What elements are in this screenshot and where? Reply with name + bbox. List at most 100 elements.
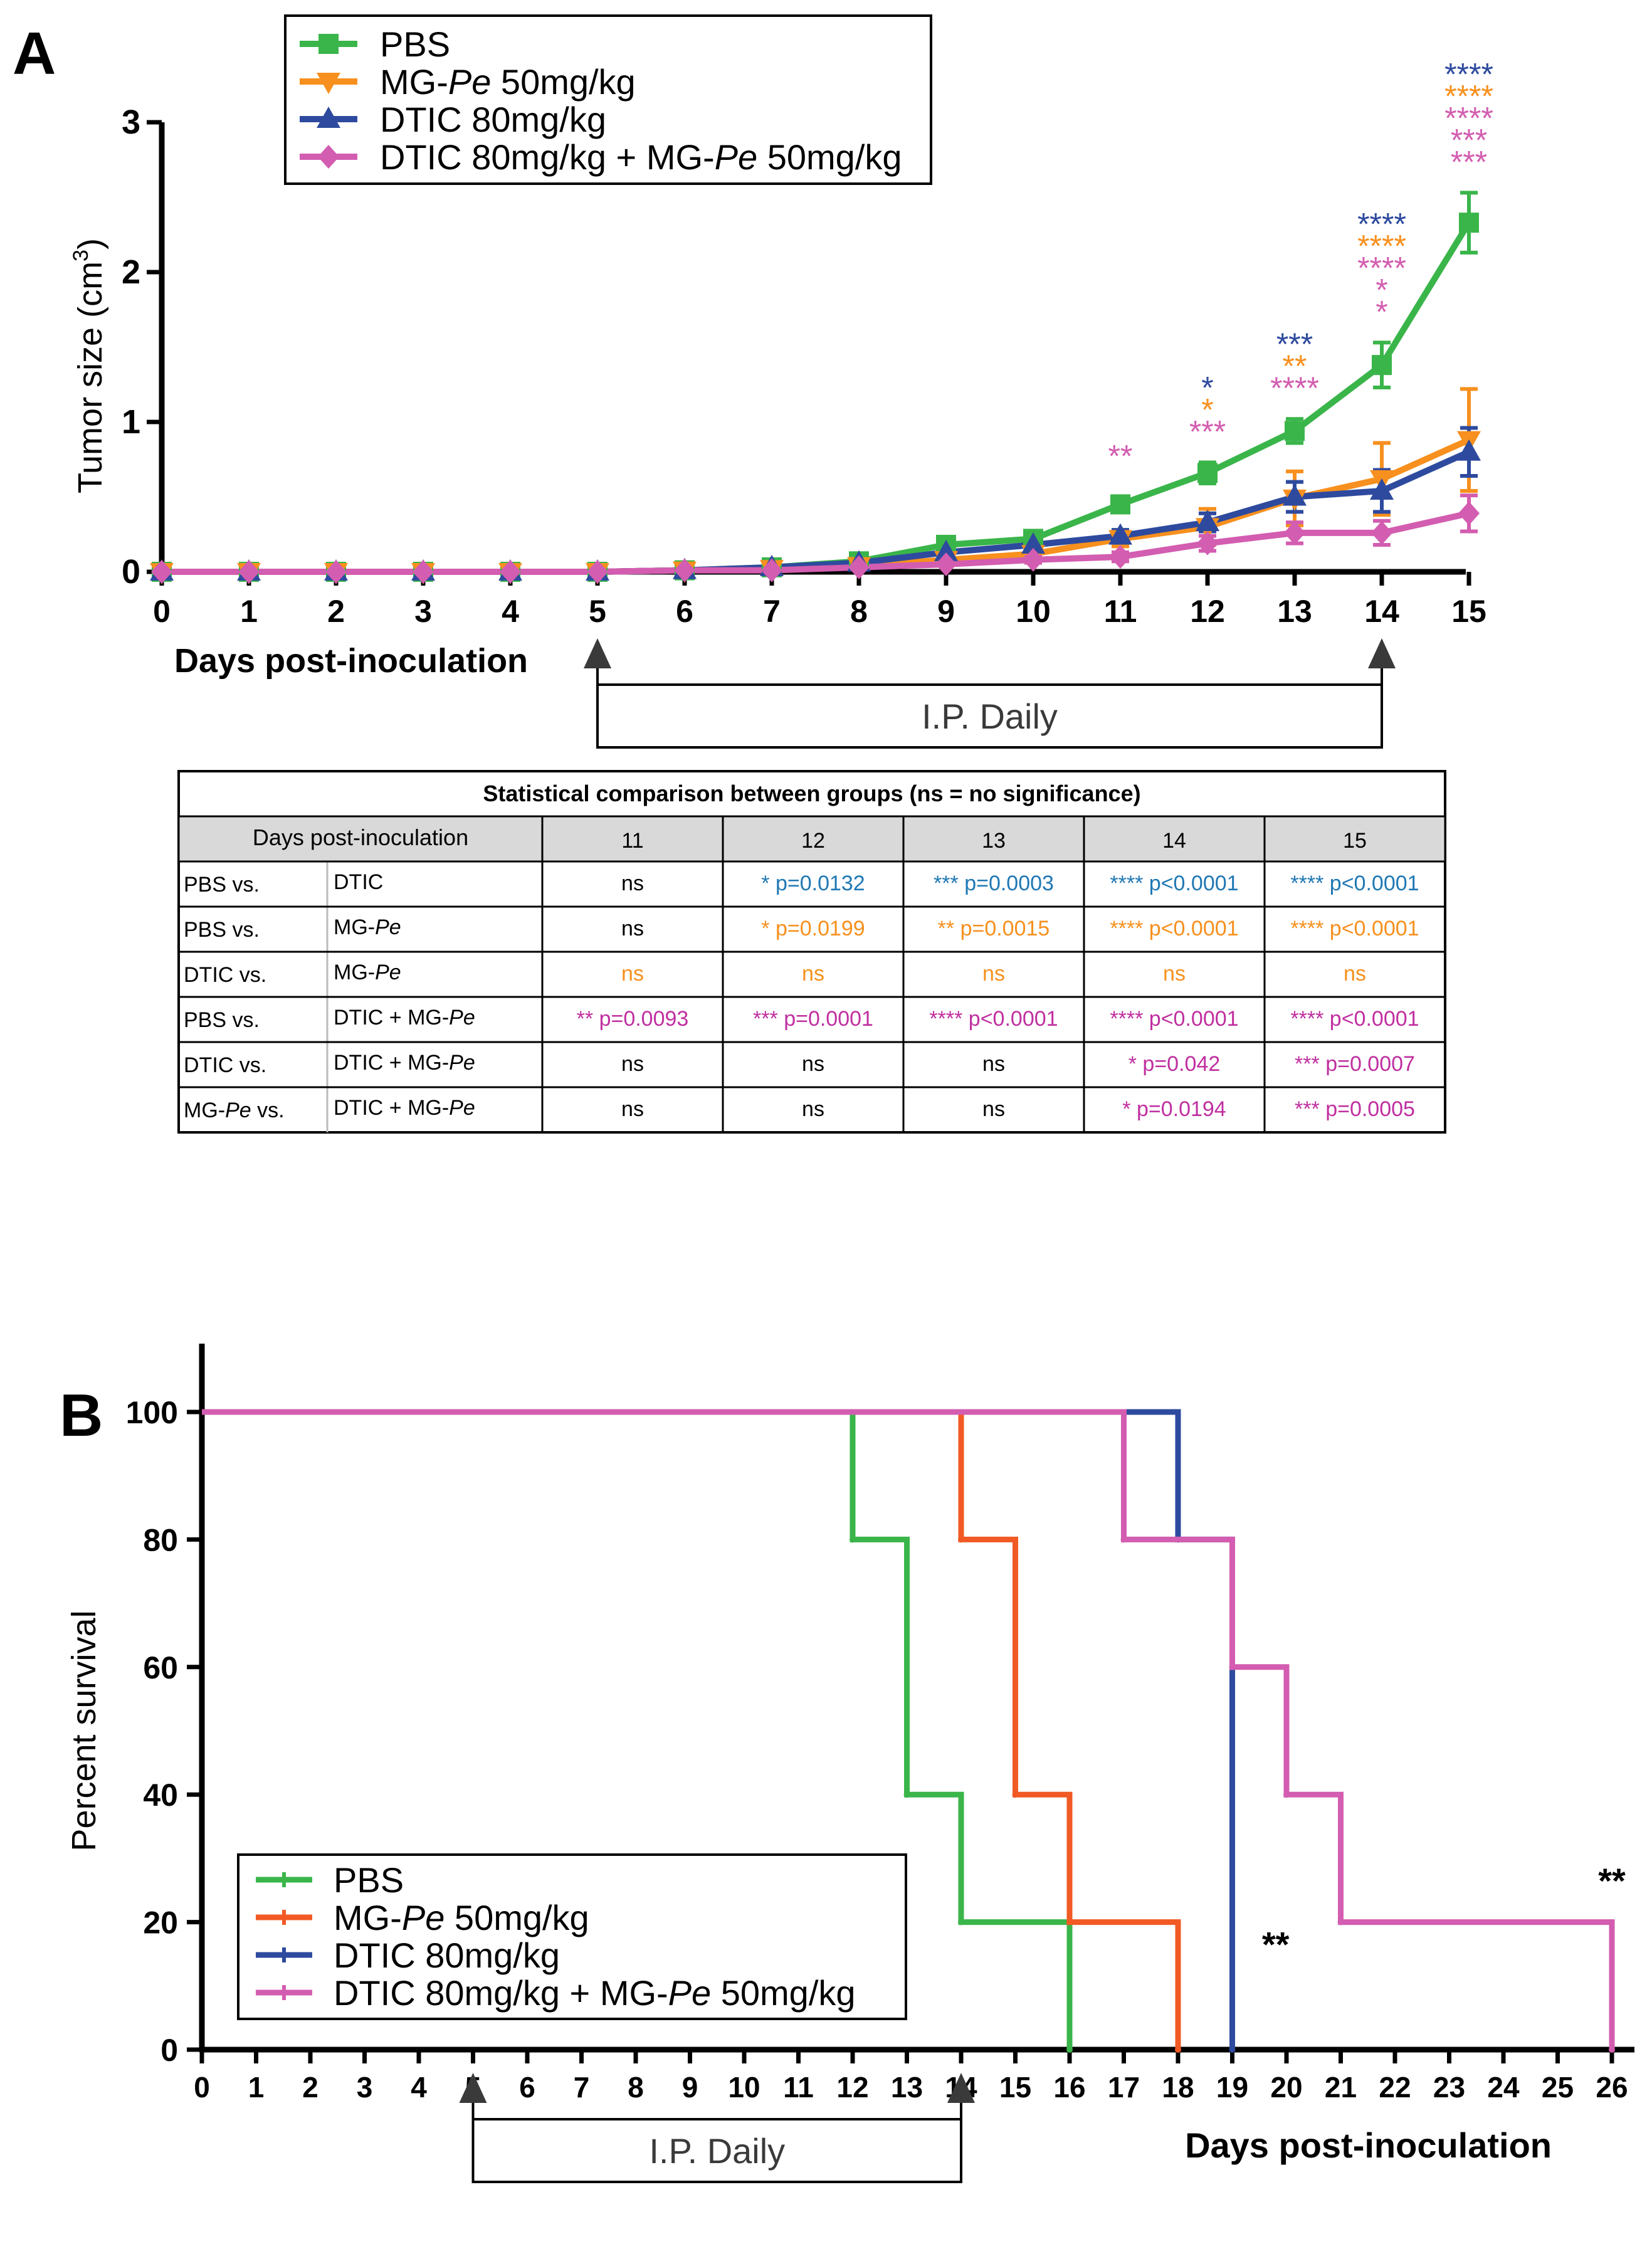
label-part: DTIC + MG- <box>334 1051 449 1075</box>
stats-table-cell: **** p<0.0001 <box>929 1007 1058 1031</box>
x-tick-label-b: 6 <box>519 2071 535 2104</box>
label-part: MG- <box>184 1098 225 1122</box>
survival-event-point <box>1609 2046 1615 2053</box>
label-part: DTIC + MG- <box>334 1006 449 1030</box>
y-axis-title-main: Tumor size (cm <box>71 261 109 493</box>
x-tick-label-a: 0 <box>153 594 171 629</box>
stats-table-day: 14 <box>1162 829 1186 853</box>
label-part: Pe <box>449 1051 475 1075</box>
stats-table-cell: ns <box>621 917 644 940</box>
stats-table-cell: *** p=0.0003 <box>934 872 1054 895</box>
y-axis-title-b: Percent survival <box>65 1610 103 1851</box>
x-tick-label-a: 4 <box>502 594 519 629</box>
data-point <box>587 560 608 584</box>
data-point <box>413 560 434 584</box>
label-part: Pe <box>225 1098 251 1122</box>
label-part: PBS vs. <box>184 873 260 897</box>
stats-table-group-b: DTIC + MG-Pe <box>334 1096 475 1120</box>
legend-label-part: 50mg/kg <box>445 1898 589 1937</box>
legend-marker <box>318 145 339 169</box>
legend-label-italic: Pe <box>715 137 758 177</box>
x-tick-label-b: 15 <box>999 2071 1031 2104</box>
stats-table-group-a: PBS vs. <box>184 918 260 942</box>
stats-table-cell: ns <box>802 1097 824 1121</box>
stats-table-day: 13 <box>982 829 1006 853</box>
x-tick-label-a: 8 <box>850 594 868 629</box>
legend-label: MG-Pe 50mg/kg <box>380 62 636 102</box>
stats-table-cell: ns <box>1163 962 1186 986</box>
legend-label: DTIC 80mg/kg <box>380 100 606 139</box>
stats-table-cell: ns <box>621 962 644 986</box>
stats-table-cell: * p=0.0132 <box>761 872 865 895</box>
data-point <box>1372 355 1392 376</box>
legend-label-italic: Pe <box>402 1898 445 1937</box>
treatment-end-arrow-a <box>1368 638 1396 668</box>
y-tick-label-a: 0 <box>122 553 140 591</box>
legend-label-part: MG- <box>334 1898 402 1937</box>
survival-event-point <box>1229 1663 1236 1670</box>
stats-table-cell: * p=0.042 <box>1129 1052 1221 1076</box>
stats-table-cell: ns <box>1344 962 1366 986</box>
legend-label-part: DTIC 80mg/kg + MG- <box>334 1973 668 2013</box>
survival-event-point <box>1012 1791 1019 1798</box>
stats-table-cell: **** p<0.0001 <box>1290 872 1419 895</box>
legend-label: PBS <box>380 24 450 64</box>
x-tick-label-b: 8 <box>628 2071 644 2104</box>
stats-table-cell: **** p<0.0001 <box>1290 917 1419 940</box>
label-part: Pe <box>375 961 401 984</box>
x-tick-label-a: 3 <box>414 594 432 629</box>
legend-label-part: MG- <box>380 62 448 102</box>
stats-table-group-b: MG-Pe <box>334 961 401 984</box>
significance-marker: * <box>1376 272 1387 307</box>
y-axis-title-a: Tumor size (cm3) <box>69 238 109 493</box>
significance-marker-b: ** <box>1262 1925 1290 1964</box>
stats-table-cell: ** p=0.0093 <box>577 1007 689 1031</box>
legend-label: DTIC 80mg/kg <box>334 1936 560 1975</box>
stats-table-cell: *** p=0.0001 <box>753 1007 873 1031</box>
stats-table-group-a: DTIC vs. <box>184 1053 266 1077</box>
x-tick-label-b: 7 <box>574 2071 590 2104</box>
legend-marker <box>317 73 340 94</box>
significance-marker: *** <box>1451 122 1487 157</box>
stats-table-cell: *** p=0.0007 <box>1295 1052 1415 1076</box>
stats-table-header-label: Days post-inoculation <box>253 824 468 850</box>
legend-label: PBS <box>334 1860 404 1900</box>
legend-label: DTIC 80mg/kg + MG-Pe 50mg/kg <box>380 137 902 177</box>
data-point <box>935 552 957 577</box>
significance-marker: *** <box>1451 144 1487 179</box>
treatment-label-a: I.P. Daily <box>922 697 1058 736</box>
stats-table-group-a: PBS vs. <box>184 873 260 897</box>
y-tick-label-b: 0 <box>160 2033 178 2068</box>
series-line <box>162 510 1470 575</box>
significance-marker: ** <box>1108 438 1133 473</box>
x-axis-title-a: Days post-inoculation <box>174 642 528 680</box>
x-tick-label-a: 12 <box>1190 594 1225 629</box>
x-tick-label-b: 17 <box>1108 2071 1140 2104</box>
stats-table-day: 12 <box>801 829 825 853</box>
label-part: PBS vs. <box>184 918 260 942</box>
x-axis-title-b: Days post-inoculation <box>1185 2125 1552 2165</box>
stats-table-cell: **** p<0.0001 <box>1110 917 1238 940</box>
x-tick-label-a: 5 <box>589 594 606 629</box>
survival-event-point <box>1175 2046 1181 2053</box>
data-point <box>1021 532 1045 554</box>
x-tick-label-b: 12 <box>836 2071 868 2104</box>
data-point <box>1285 421 1305 441</box>
significance-marker: * <box>1201 392 1213 428</box>
data-point <box>1196 510 1219 532</box>
legend-label-part: 50mg/kg <box>711 1973 855 2013</box>
x-tick-label-b: 25 <box>1542 2071 1574 2104</box>
x-tick-label-b: 11 <box>783 2071 814 2104</box>
stats-table-cell: *** p=0.0005 <box>1295 1097 1415 1121</box>
x-tick-label-b: 2 <box>302 2071 318 2104</box>
stats-table-header <box>177 815 1446 863</box>
stats-table-cell: ns <box>982 1052 1005 1076</box>
y-tick-label-b: 40 <box>143 1778 178 1813</box>
treatment-label-b: I.P. Daily <box>649 2131 785 2171</box>
x-tick-label-b: 3 <box>357 2071 373 2104</box>
legend-box-b <box>237 1853 907 2020</box>
x-tick-label-b: 24 <box>1487 2071 1520 2104</box>
survival-event-point <box>1120 1536 1127 1543</box>
x-tick-label-b: 4 <box>411 2071 427 2104</box>
series-line <box>162 449 1471 575</box>
